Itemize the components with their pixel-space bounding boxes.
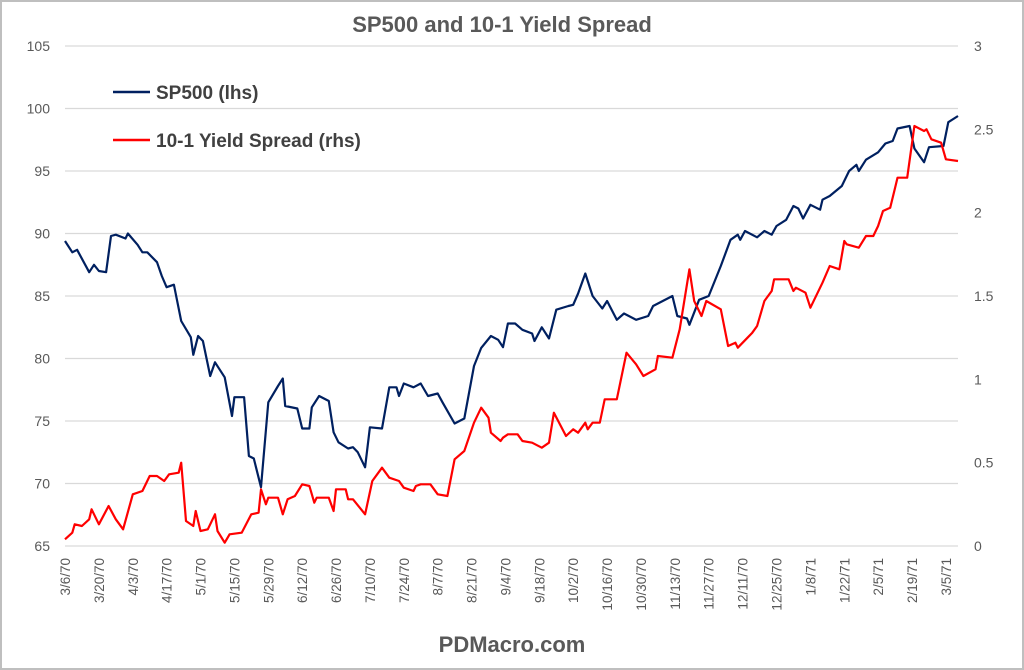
- x-axis-tick-label: 12/25/70: [769, 558, 784, 611]
- x-axis-tick-label: 12/11/70: [736, 558, 751, 610]
- left-axis-tick-label: 105: [27, 38, 51, 54]
- left-axis-tick-labels: 65 70 75 80 85 90 95 100 105: [27, 38, 51, 554]
- right-axis-tick-label: 1: [974, 371, 982, 387]
- x-axis-tick-label: 3/20/70: [92, 558, 107, 603]
- x-axis-tick-label: 10/16/70: [600, 558, 615, 611]
- x-axis-tick-label: 10/2/70: [566, 558, 581, 603]
- x-axis-tick-label: 3/5/71: [939, 558, 954, 596]
- right-axis-tick-label: 1.5: [974, 288, 994, 304]
- yield-spread-line: [64, 124, 959, 544]
- left-axis-tick-label: 70: [34, 476, 50, 492]
- x-axis-tick-label: 5/15/70: [227, 558, 242, 603]
- left-axis-tick-label: 80: [34, 351, 50, 367]
- gridlines: [65, 45, 958, 547]
- left-axis-tick-label: 85: [34, 288, 50, 304]
- right-axis-tick-label: 3: [974, 38, 982, 54]
- legend-label-spread: 10-1 Yield Spread (rhs): [156, 131, 361, 152]
- x-axis-tick-label: 2/19/71: [905, 558, 920, 603]
- x-axis-tick-label: 1/8/71: [803, 558, 818, 596]
- sp500-line: [64, 115, 959, 489]
- x-axis-tick-label: 6/12/70: [295, 558, 310, 603]
- x-axis-tick-labels: 3/6/70 3/20/70 4/3/70 4/17/70 5/1/70 5/15/70 5…: [58, 558, 954, 611]
- right-axis-tick-label: 2: [974, 205, 982, 221]
- legend: SP500 (lhs) 10-1 Yield Spread (rhs): [113, 83, 361, 152]
- x-axis-tick-label: 8/7/70: [431, 558, 446, 596]
- x-axis-tick-label: 1/22/71: [837, 558, 852, 603]
- x-axis-tick-label: 3/6/70: [58, 558, 73, 596]
- left-axis-tick-label: 100: [27, 101, 51, 117]
- chart-title: SP500 and 10-1 Yield Spread: [352, 12, 652, 37]
- footer-source: PDMacro.com: [439, 632, 586, 657]
- right-axis-tick-labels: 0 0.5 1 1.5 2 2.5 3: [974, 38, 994, 554]
- x-axis-tick-label: 10/30/70: [634, 558, 649, 611]
- x-axis-tick-label: 8/21/70: [465, 558, 480, 603]
- left-axis-tick-label: 90: [34, 226, 50, 242]
- x-axis-tick-label: 4/17/70: [160, 558, 175, 603]
- left-axis-tick-label: 95: [34, 163, 50, 179]
- x-axis-tick-label: 7/10/70: [363, 558, 378, 603]
- x-axis-tick-label: 6/26/70: [329, 558, 344, 603]
- x-axis-tick-label: 5/29/70: [261, 558, 276, 603]
- x-axis-tick-label: 7/24/70: [397, 558, 412, 603]
- x-axis-tick-label: 11/27/70: [702, 558, 717, 610]
- x-axis-tick-label: 4/3/70: [126, 558, 141, 596]
- right-axis-tick-label: 0: [974, 538, 982, 554]
- legend-label-sp500: SP500 (lhs): [156, 83, 258, 104]
- x-axis-tick-label: 2/5/71: [871, 558, 886, 596]
- left-axis-tick-label: 75: [34, 413, 50, 429]
- x-axis-tick-label: 5/1/70: [194, 558, 209, 596]
- x-axis-tick-label: 9/18/70: [532, 558, 547, 603]
- left-axis-tick-label: 65: [34, 538, 50, 554]
- x-axis-tick-label: 9/4/70: [498, 558, 513, 596]
- series-lines: [64, 115, 959, 544]
- x-axis-tick-label: 11/13/70: [668, 558, 683, 610]
- right-axis-tick-label: 0.5: [974, 455, 994, 471]
- right-axis-tick-label: 2.5: [974, 121, 994, 137]
